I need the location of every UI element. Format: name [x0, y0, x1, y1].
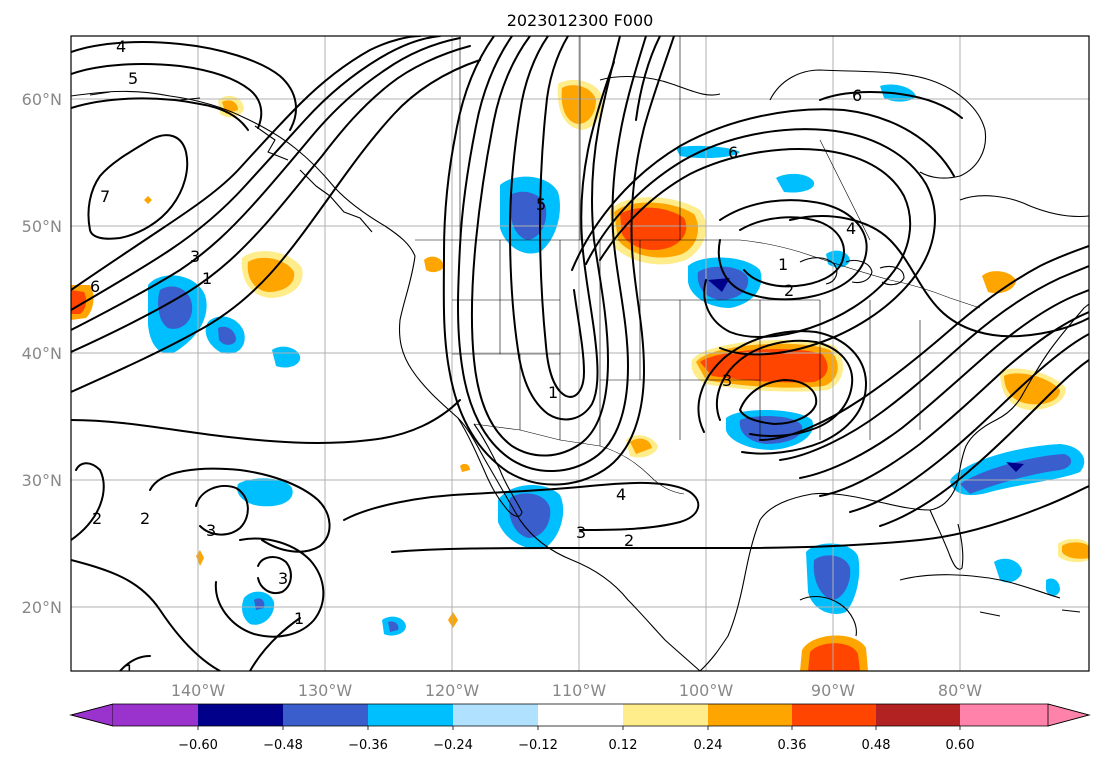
ridge-contour-1 — [599, 148, 912, 338]
contour-label: 3 — [576, 523, 586, 542]
colorbar-tick-label: 0.12 — [609, 738, 638, 753]
trough-contour-1 — [470, 36, 621, 457]
colorbar-segment — [708, 704, 792, 726]
lon-label: 140°W — [171, 681, 226, 700]
colorbar-segment — [283, 704, 368, 726]
colorbar-arrow-right — [1047, 703, 1091, 727]
contour-label: 2 — [624, 531, 634, 550]
colorbar-segment — [876, 704, 960, 726]
yucatan — [799, 595, 857, 637]
contour-lines — [71, 36, 1089, 671]
coastlines — [71, 69, 1089, 671]
colorbar-segment — [960, 704, 1048, 726]
contour-label: 4 — [616, 485, 626, 504]
colorbar-outline — [69, 703, 1091, 727]
great-lakes — [799, 257, 905, 286]
lon-label: 110°W — [552, 681, 607, 700]
contour-label: 1 — [294, 609, 304, 628]
colorbar-tick-label: 0.60 — [946, 738, 975, 753]
longitude-labels: 140°W 130°W 120°W 110°W 100°W 90°W 80°W — [171, 681, 982, 700]
map-frame — [70, 35, 1090, 672]
colorbar-segment — [792, 704, 876, 726]
contour-label: 5 — [128, 69, 138, 88]
colorbar-tick-label: −0.60 — [178, 738, 218, 753]
contour-label: 3 — [190, 247, 200, 266]
lon-label: 80°W — [938, 681, 982, 700]
canada-arctic — [599, 76, 1089, 218]
lat-label: 40°N — [22, 344, 62, 363]
us-mexico-border — [473, 423, 685, 495]
colorbar-tick-label: 0.24 — [694, 738, 723, 753]
lat-label: 50°N — [22, 217, 62, 236]
colorbar-tick-label: −0.12 — [518, 738, 558, 753]
neg-area-subtrop-pacific — [237, 478, 293, 507]
colorbar: −0.60 −0.48 −0.36 −0.24 −0.12 0.12 0.24 … — [69, 703, 1091, 753]
contour-label: 4 — [116, 37, 126, 56]
contour-label: 6 — [852, 86, 862, 105]
lat-label: 60°N — [22, 90, 62, 109]
contour-label: 6 — [728, 143, 738, 162]
caribbean — [899, 574, 1081, 617]
colorbar-tick-label: 0.36 — [778, 738, 807, 753]
contour-label: 3 — [206, 521, 216, 540]
colorbar-tick-label: −0.36 — [348, 738, 388, 753]
map-area: 4 5 7 6 5 3 1 6 4 1 2 3 1 2 2 3 3 1 4 3 … — [71, 36, 1089, 680]
contour-label: 5 — [536, 195, 546, 214]
colorbar-segment — [623, 704, 708, 726]
hudson-bay — [769, 69, 987, 179]
lat-label: 30°N — [22, 471, 62, 490]
colorbar-segment — [538, 704, 623, 726]
colorbar-segment — [453, 704, 538, 726]
colorbar-tick-label: 0.48 — [862, 738, 891, 753]
contour-label: 1 — [202, 269, 212, 288]
contour-label: 6 — [90, 277, 100, 296]
contour-label: 1 — [548, 383, 558, 402]
contour-label: 7 — [100, 187, 110, 206]
lon-label: 100°W — [679, 681, 734, 700]
contour-label: 1 — [778, 255, 788, 274]
alaska-coast — [71, 90, 416, 257]
colorbar-tick-label: −0.48 — [263, 738, 303, 753]
lat-label: 20°N — [22, 598, 62, 617]
colorbar-arrow-left — [69, 703, 114, 727]
colorbar-segment — [113, 704, 198, 726]
contour-label-group: 4 5 7 6 5 3 1 6 4 1 2 3 1 2 2 3 3 1 4 3 … — [90, 37, 862, 680]
low-contour-south — [715, 339, 854, 437]
map-title: 2023012300 F000 — [507, 11, 654, 30]
contour-label: 4 — [846, 219, 856, 238]
lon-label: 120°W — [425, 681, 480, 700]
lon-label: 90°W — [811, 681, 855, 700]
contour-label: 1 — [124, 661, 134, 680]
lon-label: 130°W — [298, 681, 353, 700]
colorbar-segment — [198, 704, 283, 726]
colorbar-tick-label: −0.24 — [433, 738, 473, 753]
contour-label: 3 — [278, 569, 288, 588]
contour-label: 2 — [140, 509, 150, 528]
florida — [929, 509, 964, 570]
contour-label: 3 — [722, 371, 732, 390]
latitude-labels: 60°N 50°N 40°N 30°N 20°N — [22, 90, 62, 617]
colorbar-segment — [368, 704, 453, 726]
contour-label: 2 — [92, 509, 102, 528]
contour-label: 2 — [784, 281, 794, 300]
baja-peninsula — [457, 417, 523, 517]
